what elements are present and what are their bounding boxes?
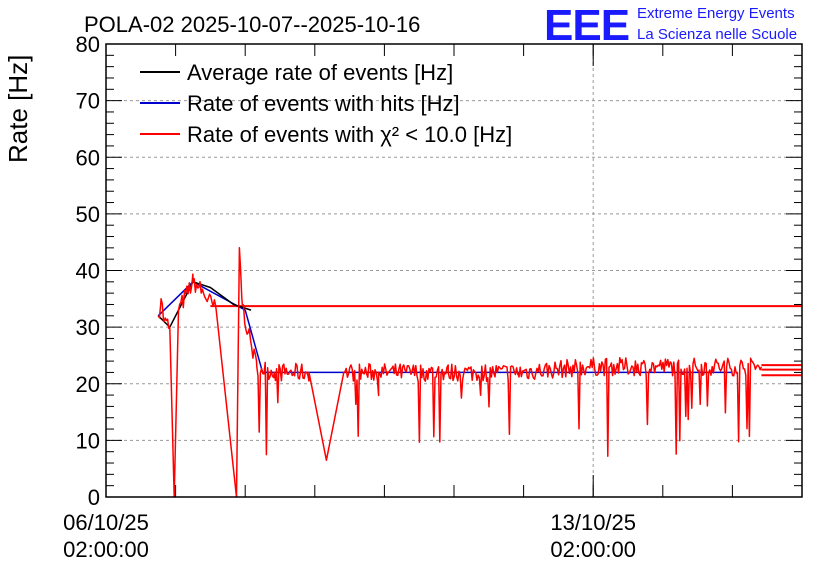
logo-line-2: La Scienza nelle Scuole: [637, 26, 797, 43]
y-tick-label: 80: [76, 32, 100, 57]
grid: [106, 44, 802, 497]
y-tick-label: 70: [76, 89, 100, 114]
y-tick-label: 20: [76, 372, 100, 397]
series-line-2: [157, 281, 733, 374]
x-tick-label-time: 02:00:00: [63, 537, 149, 562]
chart-title: POLA-02 2025-10-07--2025-10-16: [84, 12, 420, 37]
y-ticks: 0 10 20 30 40 50 60 70 80: [76, 32, 802, 510]
y-tick-label: 30: [76, 315, 100, 340]
x-tick-label-date: 06/10/25: [63, 510, 149, 535]
legend: Average rate of events [Hz] Rate of event…: [140, 60, 512, 147]
y-axis-label: Rate [Hz]: [3, 55, 33, 163]
y-tick-label: 10: [76, 428, 100, 453]
logo-mark: EEE: [544, 1, 629, 50]
y-tick-label: 40: [76, 259, 100, 284]
y-tick-label: 50: [76, 202, 100, 227]
y-tick-label: 60: [76, 145, 100, 170]
series-layer: [157, 247, 802, 498]
x-tick-label-time: 02:00:00: [550, 537, 636, 562]
x-tick-label-date: 13/10/25: [550, 510, 636, 535]
legend-entry-2: Rate of events with hits [Hz]: [187, 91, 460, 116]
y-tick-label: 0: [88, 485, 100, 510]
eee-logo: EEE Extreme Energy Events La Scienza nel…: [544, 1, 797, 50]
legend-entry-3: Rate of events with χ² < 10.0 [Hz]: [187, 122, 512, 147]
legend-entry-1: Average rate of events [Hz]: [187, 60, 453, 85]
series-line-3: [157, 247, 763, 498]
logo-line-1: Extreme Energy Events: [637, 5, 795, 22]
